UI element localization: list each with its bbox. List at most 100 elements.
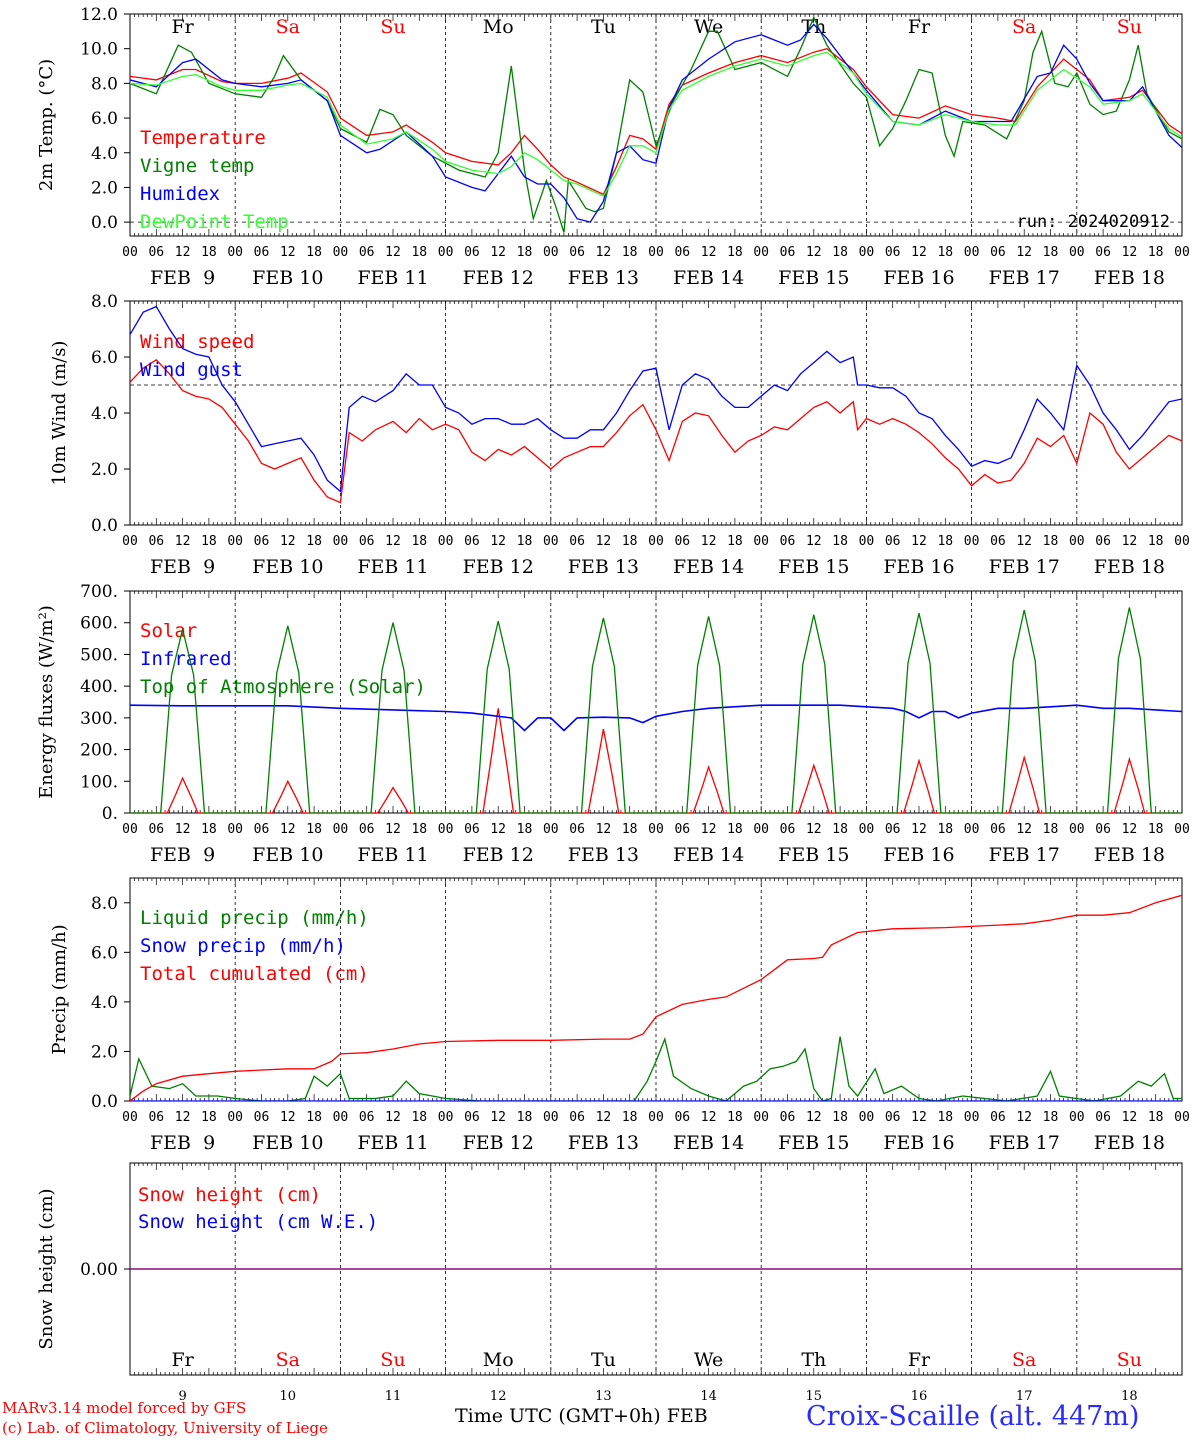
x-hour-label: 00 — [753, 245, 769, 260]
x-hour-label: 12 — [911, 534, 927, 549]
y-tick-label: 600. — [80, 614, 118, 634]
legend-entry: Infrared — [140, 648, 232, 670]
x-hour-label: 12 — [280, 822, 296, 837]
y-tick-label: 10.0 — [80, 40, 118, 60]
day-number-label: 11 — [385, 1389, 402, 1404]
date-label: FEB 16 — [883, 1132, 954, 1154]
date-label: FEB 15 — [778, 556, 849, 578]
x-hour-label: 06 — [254, 822, 270, 837]
y-tick-label: 8.0 — [91, 292, 118, 312]
series-line-liquid-precip-mm-h- — [130, 1036, 1182, 1101]
date-label: FEB 12 — [463, 844, 534, 866]
date-label: FEB 11 — [357, 1132, 428, 1154]
x-hour-label: 06 — [674, 822, 690, 837]
x-hour-label: 00 — [1069, 822, 1085, 837]
x-hour-label: 06 — [885, 822, 901, 837]
x-hour-label: 18 — [306, 1110, 322, 1125]
y-tick-label: 200. — [80, 741, 118, 761]
y-tick-label: 8.0 — [91, 74, 118, 94]
date-label: FEB 9 — [150, 844, 215, 866]
x-hour-label: 06 — [885, 245, 901, 260]
x-hour-label: 06 — [148, 1110, 164, 1125]
legend-entry: Snow height (cm) — [138, 1184, 321, 1206]
x-hour-label: 12 — [1122, 245, 1138, 260]
y-tick-label: 0.00 — [80, 1260, 118, 1280]
x-hour-label: 12 — [175, 822, 191, 837]
y-axis-label: Energy fluxes (W/m²) — [36, 605, 57, 799]
x-hour-label: 06 — [1095, 1110, 1111, 1125]
x-hour-label: 18 — [201, 245, 217, 260]
legend-entry: Top of Atmosphere (Solar) — [140, 676, 426, 698]
x-hour-label: 18 — [517, 245, 533, 260]
x-hour-label: 00 — [753, 822, 769, 837]
x-hour-label: 12 — [280, 1110, 296, 1125]
y-axis-label: 2m Temp. (°C) — [36, 59, 57, 191]
x-hour-label: 00 — [438, 822, 454, 837]
day-of-week-label: Su — [1117, 1349, 1142, 1371]
date-label: FEB 14 — [673, 267, 744, 289]
x-hour-label: 12 — [175, 534, 191, 549]
date-label: FEB 10 — [252, 556, 323, 578]
y-tick-label: 0.0 — [91, 213, 118, 233]
x-hour-label: 12 — [701, 1110, 717, 1125]
panel-3: 0. 100. 200. 300. 400. 500. 600. 700. Energy flu… — [36, 582, 1190, 866]
x-hour-label: 00 — [753, 1110, 769, 1125]
y-tick-label: 500. — [80, 645, 118, 665]
legend-entry: Wind speed — [140, 331, 254, 353]
date-label: FEB 15 — [778, 1132, 849, 1154]
x-hour-label: 00 — [333, 822, 349, 837]
x-hour-label: 12 — [1016, 245, 1032, 260]
x-hour-label: 00 — [333, 245, 349, 260]
y-tick-label: 0.0 — [91, 1092, 118, 1112]
x-hour-label: 18 — [1043, 245, 1059, 260]
x-hour-label: 18 — [937, 534, 953, 549]
day-number-label: 17 — [1016, 1389, 1033, 1404]
x-hour-label: 18 — [937, 822, 953, 837]
x-hour-label: 12 — [175, 1110, 191, 1125]
x-hour-label: 18 — [201, 1110, 217, 1125]
y-tick-label: 300. — [80, 709, 118, 729]
day-of-week-label: Su — [1117, 16, 1142, 38]
x-hour-label: 18 — [306, 822, 322, 837]
x-hour-label: 00 — [227, 1110, 243, 1125]
y-axis-label: 10m Wind (m/s) — [49, 341, 70, 486]
x-hour-label: 06 — [780, 822, 796, 837]
date-label: FEB 13 — [568, 1132, 639, 1154]
x-hour-label: 06 — [254, 534, 270, 549]
x-hour-label: 00 — [227, 534, 243, 549]
x-hour-label: 18 — [832, 245, 848, 260]
date-label: FEB 9 — [150, 267, 215, 289]
day-number-label: 14 — [700, 1389, 717, 1404]
x-hour-label: 18 — [1148, 245, 1164, 260]
x-hour-label: 18 — [1043, 822, 1059, 837]
date-label: FEB 12 — [463, 267, 534, 289]
x-hour-label: 18 — [411, 822, 427, 837]
x-hour-label: 12 — [385, 245, 401, 260]
legend-entry: Humidex — [140, 183, 220, 205]
x-hour-label: 06 — [359, 534, 375, 549]
x-hour-label: 18 — [517, 822, 533, 837]
legend-entry: Temperature — [140, 127, 266, 149]
x-hour-label: 00 — [648, 1110, 664, 1125]
date-label: FEB 17 — [989, 844, 1060, 866]
date-label: FEB 11 — [357, 267, 428, 289]
date-label: FEB 10 — [252, 1132, 323, 1154]
x-hour-label: 00 — [1069, 245, 1085, 260]
x-hour-label: 12 — [806, 1110, 822, 1125]
x-hour-label: 06 — [569, 245, 585, 260]
x-hour-label: 00 — [859, 245, 875, 260]
legend-entry: Snow precip (mm/h) — [140, 935, 346, 957]
x-hour-label: 12 — [1122, 534, 1138, 549]
legend-entry: Wind gust — [140, 359, 243, 381]
y-tick-label: 0. — [102, 804, 118, 824]
x-hour-label: 18 — [1148, 534, 1164, 549]
x-hour-label: 18 — [727, 534, 743, 549]
x-hour-label: 18 — [937, 1110, 953, 1125]
y-tick-label: 8.0 — [91, 894, 118, 914]
x-hour-label: 18 — [832, 534, 848, 549]
x-hour-label: 00 — [753, 534, 769, 549]
x-hour-label: 00 — [1069, 534, 1085, 549]
legend-entry: Solar — [140, 620, 197, 642]
legend-entry: Snow height (cm W.E.) — [138, 1211, 378, 1233]
x-hour-label: 12 — [490, 534, 506, 549]
